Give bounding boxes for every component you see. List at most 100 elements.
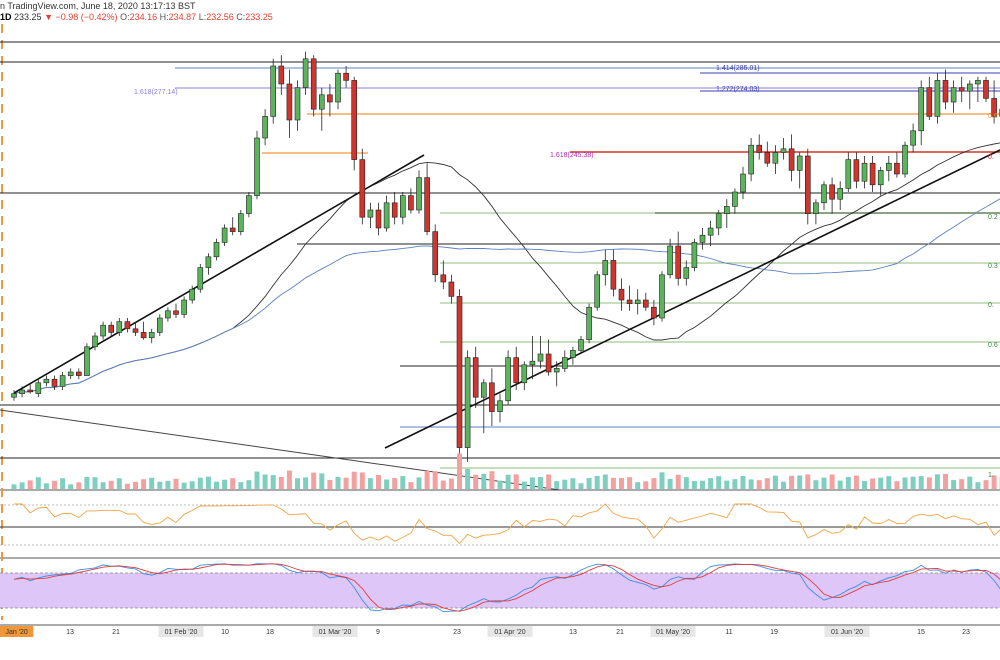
- volume-bar: [335, 476, 341, 489]
- candle-body: [286, 83, 293, 121]
- volume-bar: [651, 478, 657, 489]
- candle-body: [821, 184, 827, 204]
- volume-bar: [205, 476, 211, 489]
- volume-bar: [934, 474, 940, 489]
- candle: [513, 346, 520, 390]
- volume-bar: [165, 480, 171, 489]
- candle: [84, 343, 90, 376]
- trend-line: [384, 149, 1000, 449]
- candle-body: [221, 227, 228, 243]
- candle: [918, 80, 925, 146]
- candle-body: [424, 177, 430, 232]
- candle: [926, 76, 933, 120]
- candle-body: [213, 242, 220, 258]
- volume-bar: [538, 477, 543, 489]
- date-tick-label: 21: [616, 629, 624, 636]
- volume-bar: [578, 483, 584, 489]
- volume-bar: [975, 482, 981, 489]
- candle-body: [11, 393, 17, 398]
- candle: [821, 181, 827, 210]
- candle-body: [132, 328, 139, 333]
- volume-bar: [675, 474, 681, 489]
- candle: [19, 386, 25, 398]
- volume-bar: [311, 472, 317, 489]
- stoch-d-line: [13, 563, 1000, 612]
- candle-body: [885, 162, 892, 171]
- candle: [772, 145, 779, 174]
- volume-bar: [951, 480, 957, 489]
- candle: [59, 372, 66, 390]
- volume-bar: [627, 477, 633, 489]
- volume-bar: [700, 480, 705, 489]
- volume-bar: [894, 481, 900, 489]
- candle-body: [27, 389, 34, 393]
- candle: [424, 163, 430, 236]
- volume-bar: [529, 477, 535, 489]
- fib-edge-label: 1.: [988, 472, 994, 479]
- candle: [691, 238, 698, 272]
- volume-bar: [521, 481, 527, 489]
- candle-body: [869, 162, 876, 186]
- fib-edge-label: 0.3: [988, 263, 998, 270]
- candle-body: [497, 400, 503, 412]
- candle-body: [383, 202, 390, 229]
- volume-bar: [424, 471, 430, 489]
- candle: [578, 336, 584, 354]
- candle-body: [861, 162, 868, 182]
- candle-body: [732, 191, 738, 207]
- volume-bar: [303, 477, 309, 489]
- date-tick-label: 23: [962, 629, 970, 636]
- candle-body: [140, 332, 147, 339]
- candle-body: [116, 321, 123, 333]
- rsi-line: [14, 503, 1000, 545]
- volume-bar: [805, 474, 811, 489]
- volume-bar: [270, 475, 276, 489]
- candle-body: [845, 159, 852, 189]
- volume-bar: [756, 480, 762, 489]
- volume-bar: [594, 475, 600, 489]
- volume-bar: [238, 482, 244, 489]
- candle-body: [318, 94, 325, 110]
- candle-body: [391, 202, 398, 218]
- candle: [991, 80, 997, 124]
- candle: [92, 332, 98, 351]
- candle: [480, 379, 487, 434]
- date-tick-label: 9: [376, 629, 380, 636]
- candle: [707, 220, 714, 246]
- candle-body: [983, 80, 989, 99]
- volume-bar: [133, 481, 138, 489]
- candle: [715, 210, 722, 236]
- volume-bar: [886, 476, 892, 489]
- candle-body: [238, 213, 244, 232]
- volume-bar: [724, 480, 730, 489]
- candle-body: [359, 159, 366, 218]
- volume-bar: [319, 473, 325, 489]
- candle: [529, 336, 536, 380]
- candle: [246, 192, 252, 218]
- candle: [351, 76, 358, 171]
- date-label-box: [650, 626, 696, 637]
- date-tick-label: 13: [66, 629, 74, 636]
- candle-body: [19, 389, 25, 394]
- candle: [983, 76, 989, 102]
- candle: [950, 80, 957, 113]
- date-label-box: [158, 626, 204, 637]
- candle-body: [181, 299, 187, 315]
- candle-body: [950, 87, 957, 103]
- candle-body: [440, 274, 447, 283]
- candle: [213, 238, 220, 261]
- candle-body: [877, 170, 884, 186]
- fib-label: 1.618(277.14): [134, 89, 178, 96]
- volume-bar: [926, 477, 932, 489]
- volume-bar: [392, 478, 398, 489]
- candle: [205, 253, 212, 275]
- candle: [464, 350, 471, 462]
- candle: [43, 375, 50, 387]
- volume-bar: [870, 478, 876, 489]
- candle: [804, 148, 811, 225]
- volume-bar: [116, 478, 122, 489]
- volume-bar: [100, 482, 106, 489]
- volume-bar: [19, 482, 25, 489]
- candle: [829, 177, 835, 214]
